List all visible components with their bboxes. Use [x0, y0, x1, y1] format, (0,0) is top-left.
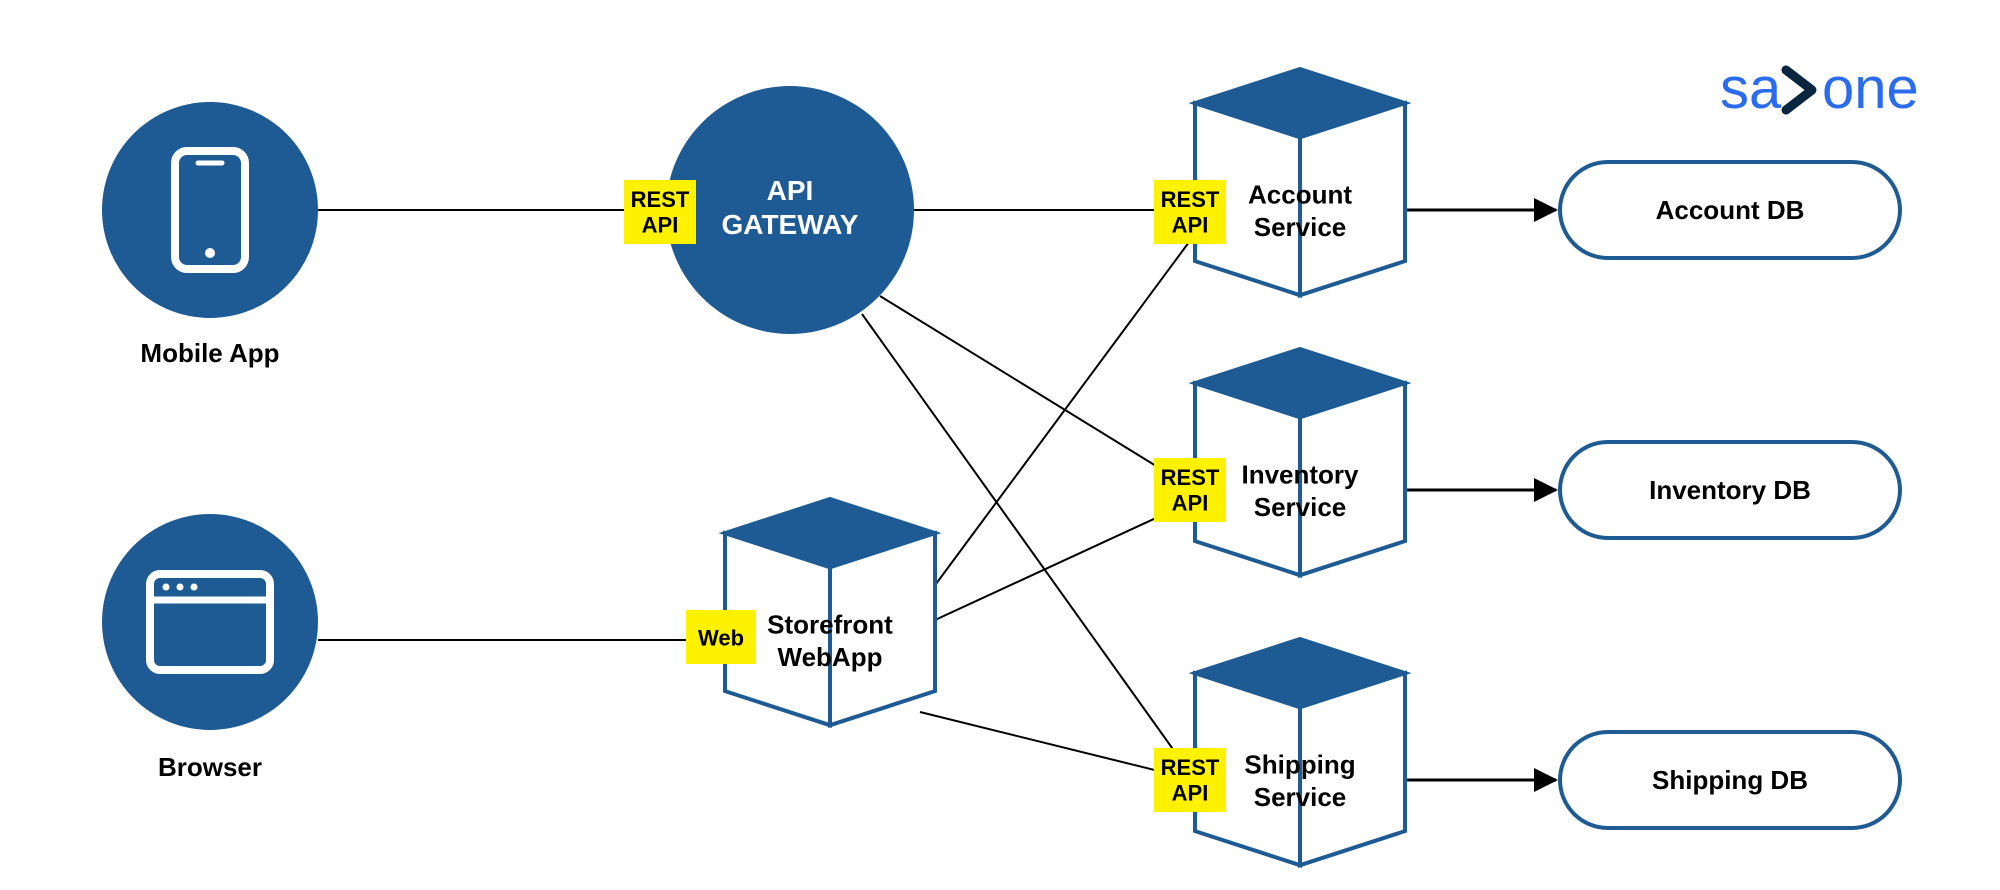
account_svc-label2: Service	[1254, 212, 1347, 242]
rest_gateway-l2: API	[642, 212, 679, 237]
inventory_svc-label1: Inventory	[1241, 460, 1359, 490]
logo-left: sa	[1720, 56, 1782, 121]
storefront-label1: Storefront	[767, 610, 893, 640]
shipping_db: Shipping DB	[1560, 732, 1900, 828]
edge-gateway-inventory_svc	[880, 296, 1195, 490]
inventory_svc-label2: Service	[1254, 492, 1347, 522]
edge-storefront-account_svc	[930, 234, 1195, 592]
shipping_svc-label1: Shipping	[1244, 750, 1355, 780]
web_storefront-l1: Web	[698, 626, 744, 651]
gateway: APIGATEWAY	[666, 86, 914, 334]
inventory_db-label: Inventory DB	[1649, 475, 1811, 505]
gateway-label1: API	[767, 175, 814, 206]
rest_account-l2: API	[1172, 212, 1209, 237]
inventory_svc: InventoryService	[1195, 349, 1405, 575]
inventory_db: Inventory DB	[1560, 442, 1900, 538]
rest_shipping-l1: REST	[1161, 755, 1220, 780]
shipping_svc-label2: Service	[1254, 782, 1347, 812]
browser-label: Browser	[158, 752, 262, 782]
storefront: StorefrontWebApp	[725, 499, 935, 725]
rest_account-l1: REST	[1161, 187, 1220, 212]
architecture-diagram: Mobile AppBrowserAPIGATEWAYStorefrontWeb…	[0, 0, 2000, 890]
rest_account: RESTAPI	[1154, 180, 1226, 244]
shipping_svc: ShippingService	[1195, 639, 1405, 865]
rest_shipping: RESTAPI	[1154, 748, 1226, 812]
account_svc: AccountService	[1195, 69, 1405, 295]
rest_shipping-l2: API	[1172, 780, 1209, 805]
rest_gateway: RESTAPI	[624, 180, 696, 244]
shipping_db-label: Shipping DB	[1652, 765, 1808, 795]
account_svc-label1: Account	[1248, 180, 1352, 210]
rest_inventory-l2: API	[1172, 490, 1209, 515]
logo: saone	[1720, 56, 1919, 121]
browser: Browser	[102, 514, 318, 782]
account_db-label: Account DB	[1656, 195, 1805, 225]
rest_inventory-l1: REST	[1161, 465, 1220, 490]
mobile-label: Mobile App	[140, 338, 279, 368]
storefront-label2: WebApp	[778, 642, 883, 672]
account_db: Account DB	[1560, 162, 1900, 258]
gateway-label2: GATEWAY	[722, 209, 859, 240]
mobile: Mobile App	[102, 102, 318, 368]
web_storefront: Web	[686, 610, 756, 664]
logo-right: one	[1822, 56, 1919, 121]
logo-chevron-icon	[1786, 70, 1812, 110]
rest_gateway-l1: REST	[631, 187, 690, 212]
rest_inventory: RESTAPI	[1154, 458, 1226, 522]
